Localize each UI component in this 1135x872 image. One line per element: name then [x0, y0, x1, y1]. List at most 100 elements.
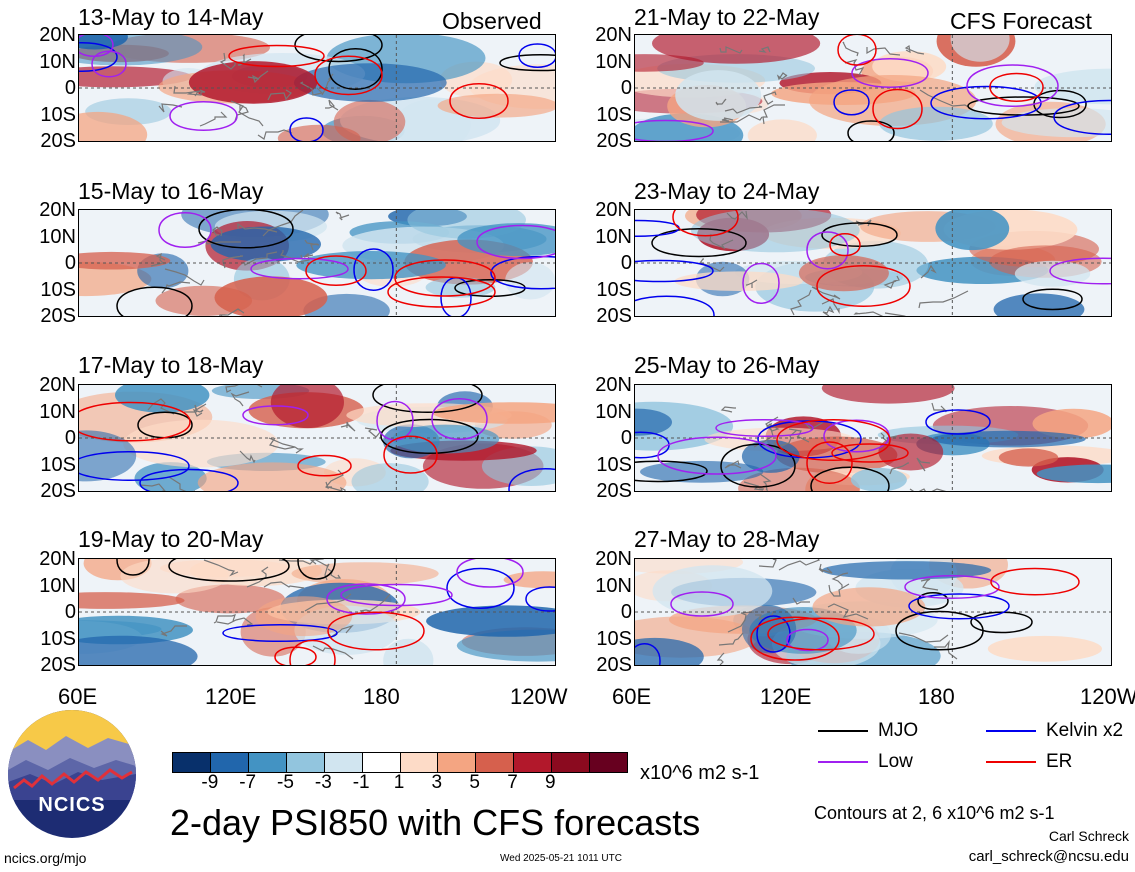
lat-label-10s: 10S: [596, 278, 632, 301]
negative-anomaly: [457, 223, 555, 257]
anomaly-field: [635, 559, 1111, 665]
contour-kelvin-x2: [79, 451, 190, 481]
source-url[interactable]: ncics.org/mjo: [4, 850, 87, 866]
negative-anomaly: [635, 408, 672, 436]
lat-label-20n: 20N: [39, 374, 76, 396]
lat-label-20n: 20N: [39, 24, 76, 46]
lat-label-10n: 10N: [39, 225, 76, 248]
legend-label-low: Low: [878, 751, 913, 772]
contour-er: [806, 441, 853, 484]
panel-title-3: 17-May to 18-May: [78, 352, 264, 378]
negative-anomaly: [635, 637, 704, 665]
positive-anomaly: [155, 285, 253, 316]
lat-label-20s: 20S: [596, 480, 632, 502]
colorbar-swatch: [552, 753, 591, 772]
negative-anomaly: [79, 635, 198, 665]
coastline: [715, 41, 976, 125]
map-panel-observed-3: [78, 384, 556, 492]
contour-mjo: [1033, 89, 1087, 119]
panel-title-4: 19-May to 20-May: [78, 526, 264, 552]
contour-low: [250, 257, 349, 280]
legend-line-er: [986, 761, 1036, 763]
contour-low: [476, 224, 555, 260]
positive-anomaly: [771, 82, 916, 105]
ncics-logo-text: NCICS: [38, 794, 106, 816]
colorbar-swatch: [324, 753, 363, 772]
contour-mjo: [847, 120, 895, 141]
panel-title-6: 23-May to 24-May: [634, 178, 820, 204]
positive-anomaly: [652, 35, 821, 64]
contour-er: [750, 616, 840, 661]
contour-er: [305, 255, 367, 286]
colorbar-units: x10^6 m2 s-1: [640, 762, 760, 784]
contour-kelvin-x2: [440, 277, 472, 316]
contour-er: [314, 55, 383, 96]
negative-anomaly: [879, 106, 993, 141]
lat-label-20n: 20N: [39, 199, 76, 221]
colorbar-swatch: [210, 753, 249, 772]
negative-anomaly: [850, 467, 907, 491]
contour-kelvin-x2: [925, 409, 991, 435]
contour-low: [851, 58, 929, 88]
contour-mjo: [198, 210, 294, 249]
lat-label-10s: 10S: [596, 453, 632, 476]
contour-low: [326, 583, 406, 615]
negative-anomaly: [210, 226, 321, 262]
legend-item-mjo: MJO: [818, 720, 918, 742]
author-name: Carl Schreck: [1048, 828, 1129, 844]
contour-low: [635, 119, 714, 141]
contour-er: [767, 617, 875, 651]
negative-anomaly: [935, 210, 1010, 251]
colorbar: [172, 752, 628, 773]
negative-anomaly: [426, 605, 555, 637]
contour-kelvin-x2: [525, 586, 555, 612]
contour-er: [989, 72, 1044, 102]
negative-anomaly: [79, 430, 137, 482]
contour-kelvin-x2: [635, 295, 715, 316]
panel-title-1: 13-May to 14-May: [78, 4, 264, 30]
contour-kelvin-x2: [353, 248, 394, 291]
contour-mjo: [116, 559, 150, 576]
lat-label-10n: 10N: [595, 225, 632, 248]
contour-er: [672, 210, 739, 237]
negative-anomaly: [115, 385, 210, 413]
contour-low: [169, 101, 238, 131]
contour-kelvin-x2: [635, 643, 661, 665]
contour-mjo: [116, 286, 193, 316]
negative-anomaly: [675, 70, 762, 121]
contour-er: [327, 611, 425, 651]
ncics-logo: NCICS: [8, 710, 136, 838]
negative-anomaly: [351, 463, 429, 491]
map-panel-forecast-2: [634, 209, 1112, 317]
contour-kelvin-x2: [635, 259, 714, 283]
lat-label-10n: 10N: [595, 50, 632, 73]
contour-mjo: [297, 559, 336, 580]
contour-er: [872, 88, 923, 130]
negative-anomaly: [1036, 464, 1111, 484]
anomaly-field: [79, 35, 555, 141]
lon-label-120w-right: 120W: [1080, 686, 1135, 708]
positive-anomaly: [188, 61, 318, 104]
lat-label-eq: 0: [620, 427, 632, 449]
contour-mjo: [328, 48, 383, 90]
legend-label-mjo: MJO: [878, 720, 919, 741]
contour-mjo: [294, 35, 383, 63]
contour-mjo: [821, 222, 898, 247]
legend-item-er: ER: [986, 751, 1072, 773]
contour-er: [394, 259, 496, 297]
anomaly-field: [79, 559, 555, 665]
negative-anomaly: [690, 210, 860, 253]
positive-anomaly: [79, 592, 185, 609]
lon-label-120e-right: 120E: [760, 684, 812, 709]
positive-anomaly: [1032, 408, 1111, 439]
colorbar-tick-label: 7: [507, 772, 518, 793]
lat-label-20s: 20S: [40, 480, 76, 502]
colorbar-tick-label: 5: [469, 772, 480, 793]
negative-anomaly: [392, 424, 500, 454]
positive-anomaly: [197, 462, 347, 491]
positive-anomaly: [878, 433, 944, 471]
contour-low: [91, 50, 127, 78]
negative-anomaly: [821, 561, 992, 580]
colorbar-tick-label: -7: [239, 772, 257, 793]
contour-mjo: [499, 54, 555, 72]
